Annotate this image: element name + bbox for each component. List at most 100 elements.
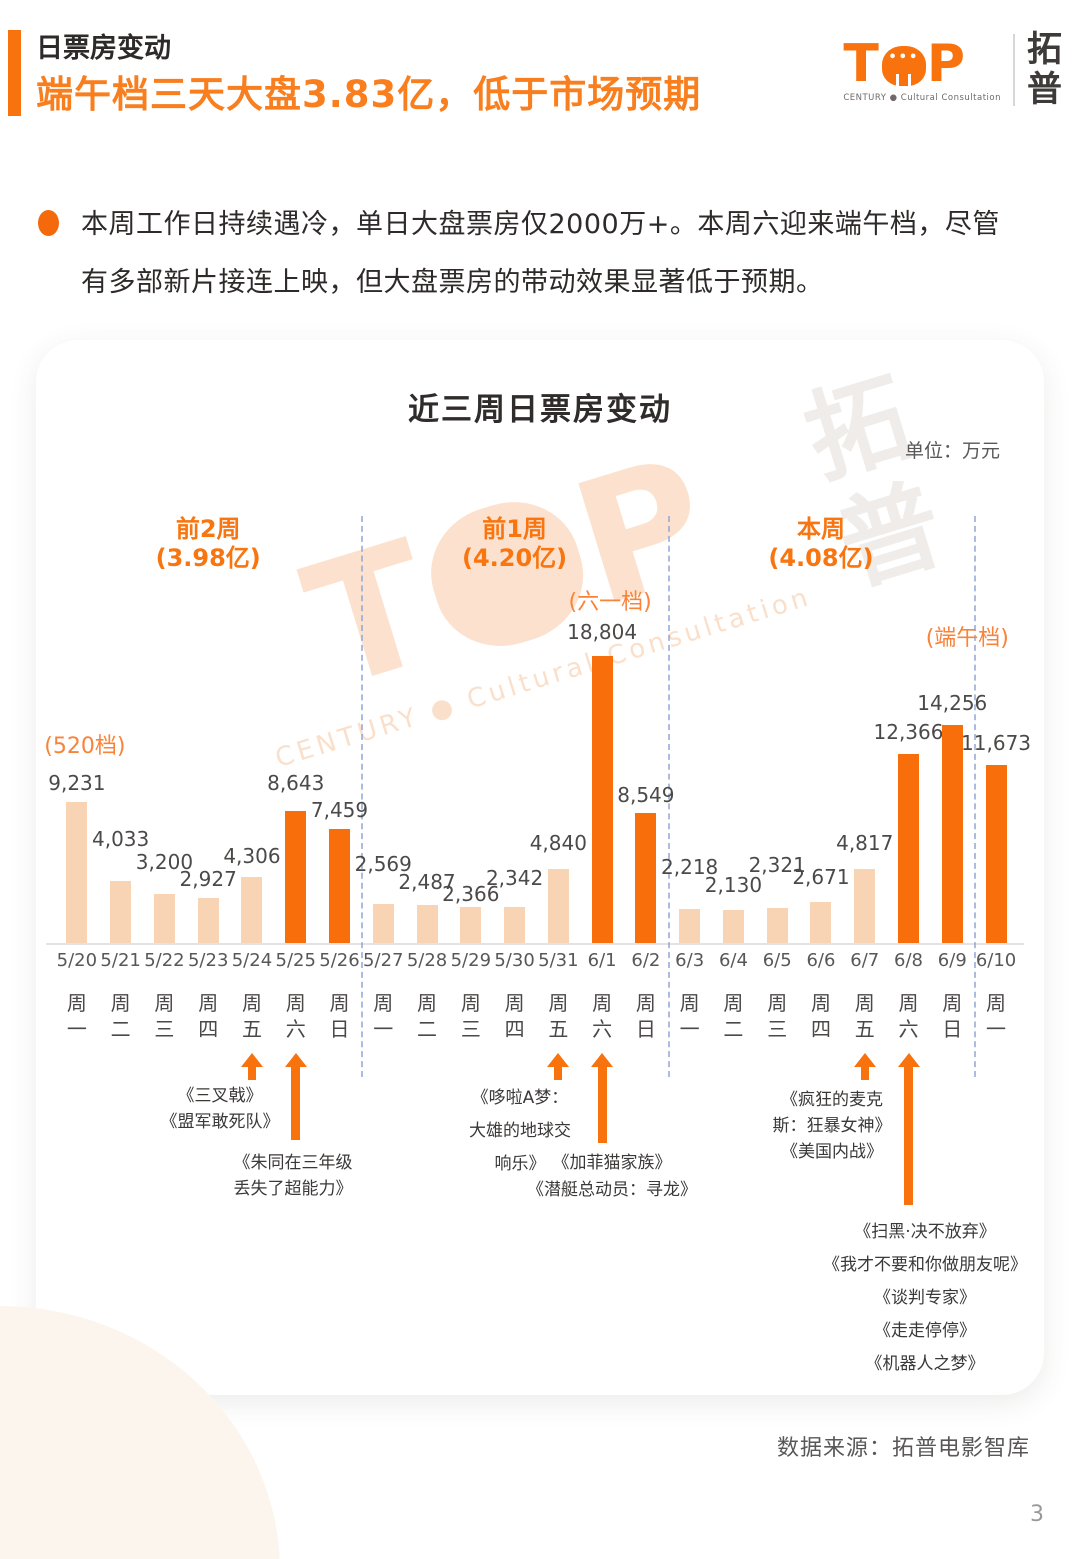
bar-6/10	[985, 765, 1007, 943]
weekday-label: 周二	[417, 991, 438, 1041]
bar-5/30	[504, 907, 526, 943]
date-label: 6/7	[850, 950, 880, 971]
movie-title-line: 《朱同在三年级	[233, 1153, 353, 1173]
value-label: 2,321	[748, 853, 806, 877]
bar-5/31	[547, 869, 569, 943]
date-label: 6/8	[894, 950, 923, 971]
movie-title-line: 《潜艇总动员：寻龙》	[527, 1180, 697, 1200]
release-arrow-stem	[554, 1065, 563, 1080]
bar-6/3	[679, 909, 701, 943]
bar-5/21	[110, 881, 132, 943]
movie-annotation: 《加菲猫家族》《潜艇总动员：寻龙》	[452, 1150, 772, 1204]
logo-letter-p: P	[926, 33, 967, 94]
value-label: 4,840	[529, 831, 587, 855]
movie-annotation: 《朱同在三年级 丢失了超能力》	[133, 1150, 453, 1202]
date-label: 6/1	[587, 950, 617, 971]
date-label: 5/30	[494, 950, 535, 971]
date-label: 5/21	[100, 950, 141, 971]
weekday-label: 周五	[548, 991, 569, 1041]
movie-annotation: 《哆啦A梦： 大雄的地球交 响乐》	[360, 1082, 680, 1181]
weekday-label: 周三	[460, 991, 481, 1041]
value-label: 14,256	[917, 691, 988, 715]
value-label: 2,671	[792, 865, 850, 889]
release-arrow-icon	[240, 1053, 263, 1067]
date-label: 6/4	[718, 950, 748, 971]
movie-title-line: 《谈判专家》	[874, 1288, 976, 1308]
date-label: 5/27	[363, 950, 404, 971]
movie-title-line: 《美国内战》	[781, 1142, 883, 1162]
week-group-label: 本周 (4.08亿)	[768, 515, 874, 572]
release-arrow-icon	[897, 1053, 920, 1067]
release-arrow-stem	[904, 1065, 913, 1205]
movie-title-line: 《扫黑·决不放弃》	[854, 1222, 996, 1242]
chart-title: 近三周日票房变动	[408, 392, 672, 428]
weekday-label: 周一	[66, 991, 87, 1041]
release-arrow-stem	[597, 1065, 607, 1143]
movie-title-line: 《加菲猫家族》	[552, 1153, 672, 1173]
value-label: 12,366	[873, 720, 944, 744]
group-separator-line	[361, 516, 364, 1077]
value-label: 11,673	[961, 731, 1032, 755]
movie-title-line: 响乐》	[494, 1154, 546, 1174]
release-arrow-stem	[247, 1065, 256, 1080]
section-eyebrow: 日票房变动	[36, 33, 171, 64]
value-label: 3,200	[135, 850, 194, 874]
value-label: 4,306	[223, 844, 281, 868]
date-label: 5/20	[56, 950, 98, 971]
weekday-label: 周四	[810, 991, 831, 1041]
movie-annotation: 《扫黑·决不放弃》 《我才不要和你做朋友呢》 《谈判专家》 《走走停停》 《机器人之梦》	[765, 1216, 1044, 1381]
weekday-label: 周五	[854, 991, 875, 1041]
logo-divider	[1012, 34, 1015, 106]
value-label: 2,342	[485, 866, 544, 890]
release-arrow-icon	[853, 1053, 876, 1067]
weekday-label: 周四	[504, 991, 525, 1041]
value-label: 18,804	[567, 620, 638, 644]
fist-icon: •••	[881, 45, 926, 86]
bar-6/4	[722, 910, 744, 943]
bar-6/9	[941, 725, 963, 943]
bar-5/25	[285, 811, 307, 943]
weekday-label: 周六	[592, 991, 613, 1041]
value-label: 4,817	[836, 831, 894, 855]
top-logo: T ••• P CENTURY ● Cultural Consultation …	[843, 30, 1062, 110]
value-label: 2,366	[442, 882, 500, 906]
weekday-label: 周六	[285, 991, 306, 1041]
release-arrow-stem	[860, 1065, 869, 1080]
movie-annotation: 《三叉戟》 《盟军敢死队》	[60, 1083, 380, 1135]
date-label: 6/5	[762, 950, 792, 971]
bar-5/29	[460, 907, 482, 943]
bar-5/23	[197, 898, 219, 943]
value-label: 7,459	[310, 798, 369, 822]
accent-bar	[8, 30, 21, 116]
data-source: 数据来源：拓普电影智库	[776, 1436, 1030, 1461]
logo-chinese-name: 拓 普	[1026, 30, 1062, 110]
group-separator-line	[667, 516, 670, 1077]
weekday-label: 周三	[767, 991, 788, 1041]
logo-letter-t: T	[843, 33, 881, 94]
page-number: 3	[1030, 1502, 1044, 1527]
holiday-tag: (六一档)	[568, 590, 652, 615]
bar-5/24	[241, 877, 263, 943]
bar-6/6	[810, 902, 832, 943]
movie-title-line: 《盟军敢死队》	[160, 1112, 280, 1132]
logo-subtext: CENTURY ● Cultural Consultation	[843, 92, 1001, 103]
weekday-label: 周日	[635, 991, 656, 1041]
intro-bullet-row: 本周工作日持续遇冷，单日大盘票房仅2000万+。本周六迎来端午档，尽管有多部新片…	[38, 196, 1018, 312]
date-label: 5/28	[406, 950, 448, 971]
week-group-label: 前1周 (4.20亿)	[462, 515, 568, 572]
bar-5/20	[66, 802, 88, 943]
unit-label: 单位：万元	[904, 440, 1000, 462]
intro-text: 本周工作日持续遇冷，单日大盘票房仅2000万+。本周六迎来端午档，尽管有多部新片…	[81, 209, 1000, 298]
movie-title-line: 《机器人之梦》	[865, 1354, 985, 1374]
value-label: 2,487	[398, 870, 456, 894]
movie-title-line: 《我才不要和你做朋友呢》	[823, 1255, 1027, 1275]
bar-6/1	[591, 656, 613, 943]
date-label: 6/10	[975, 950, 1017, 971]
bar-5/28	[416, 905, 438, 943]
bar-5/26	[329, 829, 350, 943]
bar-6/8	[898, 754, 919, 943]
value-label: 8,643	[267, 771, 325, 795]
week-group-label: 前2周 (3.98亿)	[155, 515, 261, 572]
weekday-label: 周一	[986, 991, 1007, 1041]
